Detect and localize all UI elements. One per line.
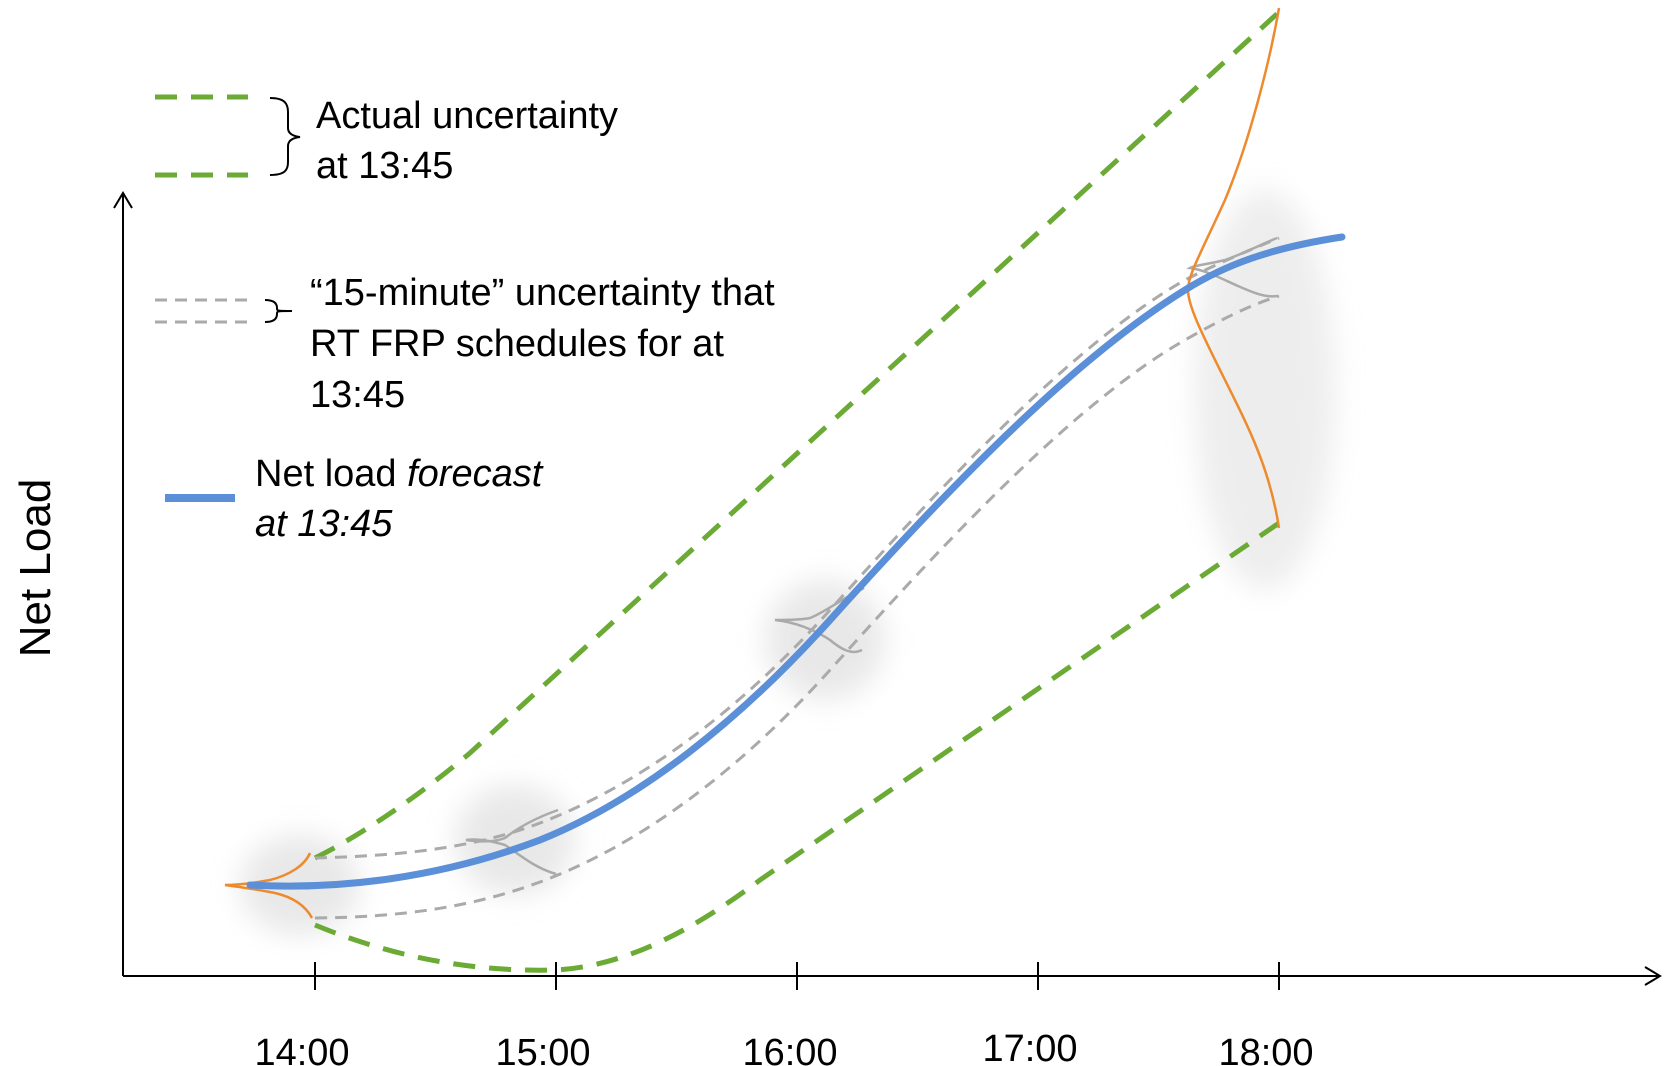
legend-forecast-line1: Net load forecast <box>255 453 544 495</box>
actual-upper-bound <box>315 12 1279 858</box>
legend-actual: Actual uncertainty at 13:45 <box>155 95 618 187</box>
legend-actual-line2: at 13:45 <box>316 145 453 187</box>
legend-fifteen-line2: RT FRP schedules for at <box>310 323 724 365</box>
y-axis-label: Net Load <box>11 479 60 658</box>
legend-forecast: Net load forecast at 13:45 <box>165 453 544 545</box>
legend-forecast-italic: forecast <box>407 453 544 495</box>
legend-forecast-plain: Net load <box>255 453 407 495</box>
legend-actual-line1: Actual uncertainty <box>316 95 618 137</box>
legend-fifteen-line1: “15-minute” uncertainty that <box>310 272 775 314</box>
legend-fifteen-brace <box>265 300 292 322</box>
legend-actual-brace <box>270 98 300 175</box>
legend-fifteen: “15-minute” uncertainty that RT FRP sche… <box>155 272 775 416</box>
x-tick-label: 18:00 <box>1218 1032 1313 1066</box>
shadow-16 <box>765 580 885 700</box>
x-tick-label: 15:00 <box>495 1032 590 1066</box>
legend-forecast-line2: at 13:45 <box>255 503 393 545</box>
x-tick-label: 17:00 <box>982 1028 1077 1066</box>
x-tick-label: 16:00 <box>742 1032 837 1066</box>
legend-fifteen-line3: 13:45 <box>310 374 405 416</box>
x-tick-label: 14:00 <box>254 1032 349 1066</box>
